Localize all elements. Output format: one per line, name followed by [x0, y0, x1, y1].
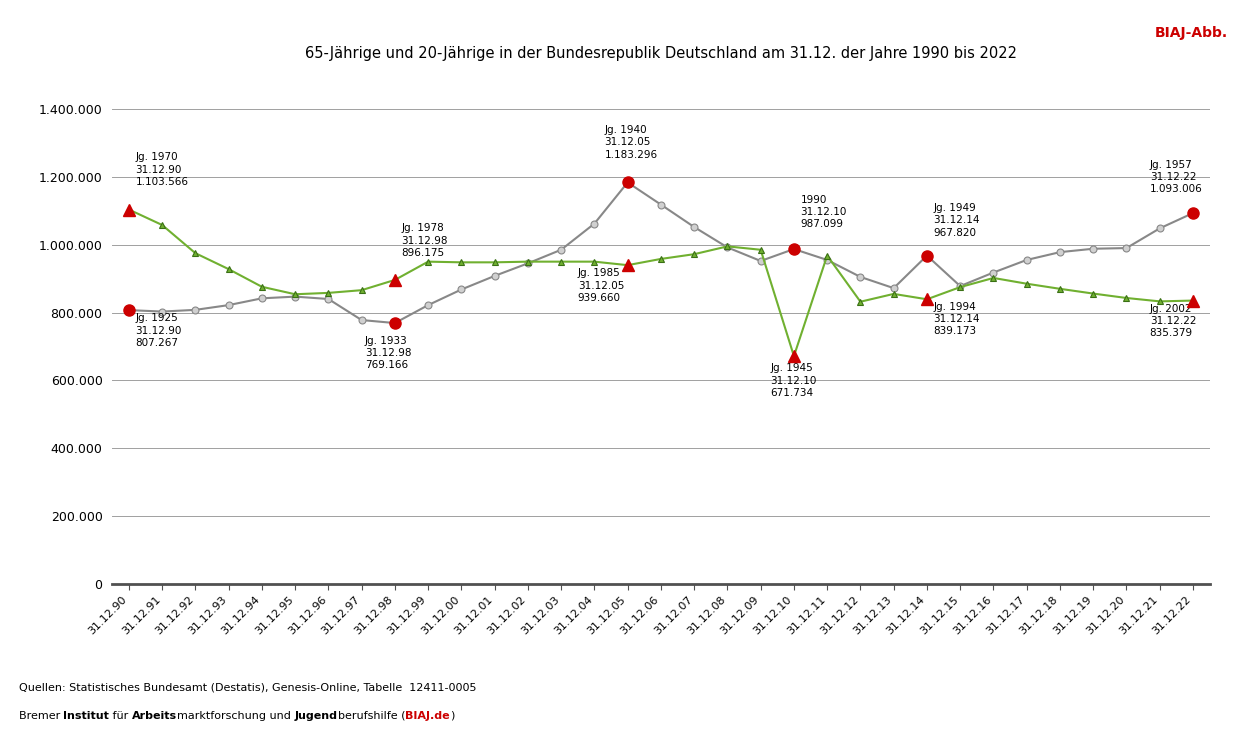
Text: Jg. 1985
31.12.05
939.660: Jg. 1985 31.12.05 939.660	[577, 268, 625, 303]
Text: BIAJ-Abb.: BIAJ-Abb.	[1155, 26, 1228, 40]
Text: berufshilfe (: berufshilfe (	[338, 711, 405, 721]
Text: Jg. 1940
31.12.05
1.183.296: Jg. 1940 31.12.05 1.183.296	[605, 125, 657, 160]
Text: Jg. 1970
31.12.90
1.103.566: Jg. 1970 31.12.90 1.103.566	[136, 152, 188, 187]
Text: 1990
31.12.10
987.099: 1990 31.12.10 987.099	[801, 195, 847, 229]
Text: für: für	[110, 711, 132, 721]
Text: Quellen: Statistisches Bundesamt (Destatis), Genesis-Online, Tabelle  12411-0005: Quellen: Statistisches Bundesamt (Destat…	[19, 683, 476, 693]
Text: Arbeits: Arbeits	[132, 711, 177, 721]
Text: Jg. 1933
31.12.98
769.166: Jg. 1933 31.12.98 769.166	[365, 336, 412, 370]
Text: Bremer: Bremer	[19, 711, 64, 721]
Text: Jg. 1957
31.12.22
1.093.006: Jg. 1957 31.12.22 1.093.006	[1150, 160, 1202, 195]
Text: Jugend: Jugend	[294, 711, 338, 721]
Text: Jg. 1949
31.12.14
967.820: Jg. 1949 31.12.14 967.820	[934, 203, 980, 238]
Text: marktforschung und: marktforschung und	[177, 711, 294, 721]
Text: ): )	[450, 711, 454, 721]
Text: Jg. 1994
31.12.14
839.173: Jg. 1994 31.12.14 839.173	[934, 302, 980, 336]
Text: Jg. 1925
31.12.90
807.267: Jg. 1925 31.12.90 807.267	[136, 313, 182, 348]
Text: Jg. 2002
31.12.22
835.379: Jg. 2002 31.12.22 835.379	[1150, 303, 1196, 339]
Text: Institut: Institut	[64, 711, 110, 721]
Text: Jg. 1945
31.12.10
671.734: Jg. 1945 31.12.10 671.734	[771, 363, 817, 398]
Text: BIAJ.de: BIAJ.de	[405, 711, 450, 721]
Title: 65-Jährige und 20-Jährige in der Bundesrepublik Deutschland am 31.12. der Jahre : 65-Jährige und 20-Jährige in der Bundesr…	[306, 46, 1016, 61]
Text: Jg. 1978
31.12.98
896.175: Jg. 1978 31.12.98 896.175	[402, 223, 448, 258]
